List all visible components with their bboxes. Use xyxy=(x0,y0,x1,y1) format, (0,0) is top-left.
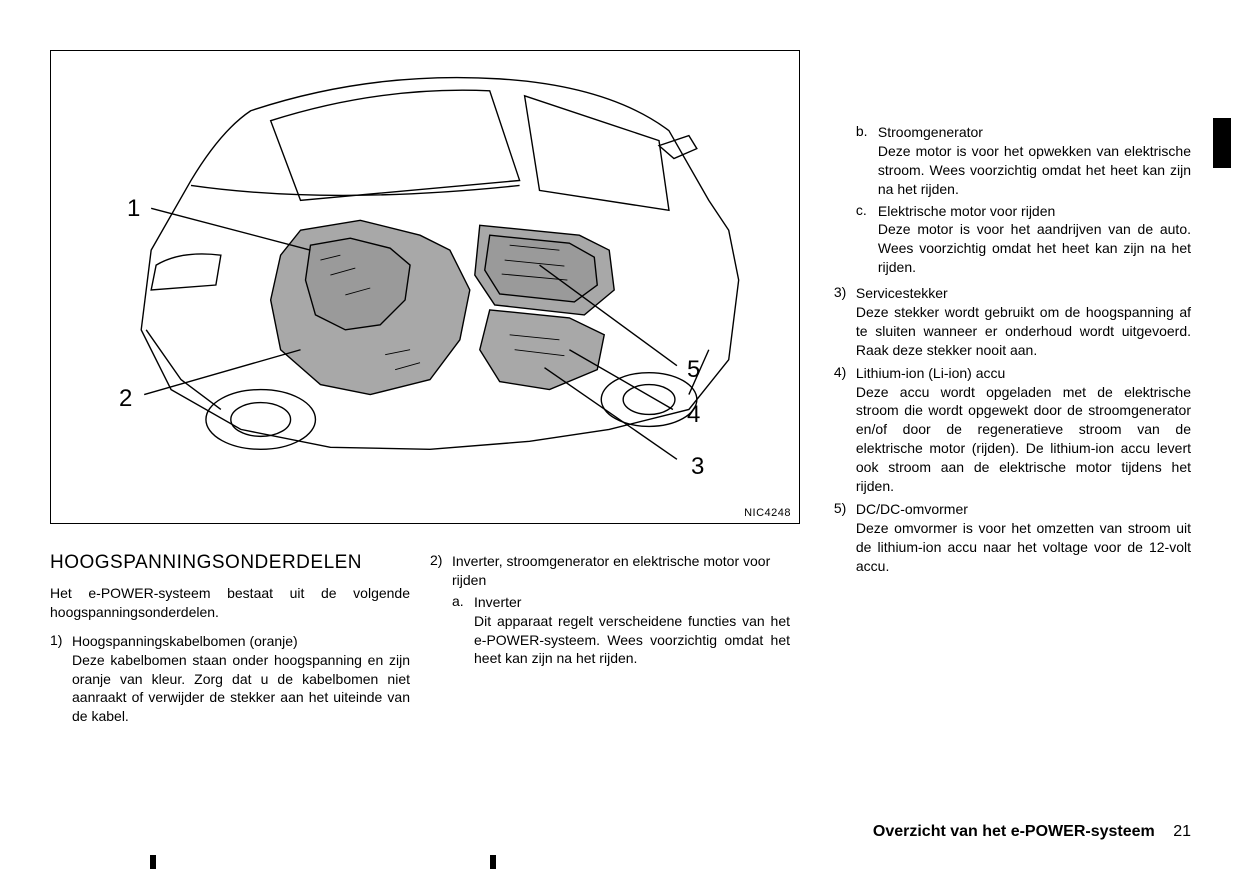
item-3-desc: Deze stekker wordt gebruikt om de hoogsp… xyxy=(856,303,1191,360)
item-1-desc: Deze kabelbomen staan onder hoogspanning… xyxy=(72,651,410,727)
item-1-num: 1) xyxy=(50,632,72,726)
callout-2: 2 xyxy=(119,385,132,413)
sub-c: c. Elektrische motor voor rijden Deze mo… xyxy=(856,202,1191,278)
callout-1: 1 xyxy=(127,195,140,223)
item-2-cont: b. Stroomgenerator Deze motor is voor he… xyxy=(856,120,1191,280)
page-content: 1 2 5 4 3 NIC4248 HOOGSPANNINGSONDERDELE… xyxy=(50,50,1191,730)
left-area: 1 2 5 4 3 NIC4248 HOOGSPANNINGSONDERDELE… xyxy=(50,50,804,730)
sub-b-title: Stroomgenerator xyxy=(878,123,1191,142)
item-2-num: 2) xyxy=(430,552,452,671)
item-4-num: 4) xyxy=(834,364,856,496)
item-1: 1) Hoogspanningskabelbomen (oranje) Deze… xyxy=(50,632,410,726)
page-number: 21 xyxy=(1173,823,1191,840)
page-tab xyxy=(1213,118,1231,168)
sub-b-desc: Deze motor is voor het opwekken van elek… xyxy=(878,142,1191,199)
sub-a: a. Inverter Dit apparaat regelt verschei… xyxy=(452,593,790,669)
car-svg xyxy=(51,51,799,523)
crop-mark xyxy=(150,855,156,869)
item-2: 2) Inverter, stroomgenerator en elektris… xyxy=(430,552,790,671)
item-5-desc: Deze omvormer is voor het omzetten van s… xyxy=(856,519,1191,576)
sub-b: b. Stroomgenerator Deze motor is voor he… xyxy=(856,123,1191,199)
section-title: HOOGSPANNINGSONDERDELEN xyxy=(50,552,410,574)
sub-a-title: Inverter xyxy=(474,593,790,612)
page-footer: Overzicht van het e-POWER-systeem 21 xyxy=(873,823,1191,841)
item-5-num: 5) xyxy=(834,500,856,576)
item-5-title: DC/DC-omvormer xyxy=(856,500,1191,519)
callout-5: 5 xyxy=(687,356,700,384)
diagram-code: NIC4248 xyxy=(744,507,791,519)
sub-b-letter: b. xyxy=(856,123,878,199)
column-c: b. Stroomgenerator Deze motor is voor he… xyxy=(834,50,1191,730)
column-b: 2) Inverter, stroomgenerator en elektris… xyxy=(430,552,790,730)
item-4-title: Lithium-ion (Li-ion) accu xyxy=(856,364,1191,383)
sub-c-title: Elektrische motor voor rijden xyxy=(878,202,1191,221)
intro-text: Het e-POWER-systeem bestaat uit de volge… xyxy=(50,584,410,622)
item-5: 5) DC/DC-omvormer Deze omvormer is voor … xyxy=(834,500,1191,576)
sub-a-letter: a. xyxy=(452,593,474,669)
footer-title: Overzicht van het e-POWER-systeem xyxy=(873,823,1155,840)
vehicle-diagram: 1 2 5 4 3 NIC4248 xyxy=(50,50,800,524)
sub-c-desc: Deze motor is voor het aandrijven van de… xyxy=(878,220,1191,277)
callout-3: 3 xyxy=(691,453,704,481)
item-1-title: Hoogspanningskabelbomen (oranje) xyxy=(72,632,410,651)
column-a: HOOGSPANNINGSONDERDELEN Het e-POWER-syst… xyxy=(50,552,410,730)
item-2-title: Inverter, stroomgenerator en elektrische… xyxy=(452,552,790,590)
item-4: 4) Lithium-ion (Li-ion) accu Deze accu w… xyxy=(834,364,1191,496)
sub-c-letter: c. xyxy=(856,202,878,278)
sub-a-desc: Dit apparaat regelt verscheidene functie… xyxy=(474,612,790,669)
item-4-desc: Deze accu wordt opgeladen met de elektri… xyxy=(856,383,1191,496)
text-columns: HOOGSPANNINGSONDERDELEN Het e-POWER-syst… xyxy=(50,552,804,730)
crop-mark xyxy=(490,855,496,869)
callout-4: 4 xyxy=(687,401,700,429)
item-3-num: 3) xyxy=(834,284,856,360)
item-3: 3) Servicestekker Deze stekker wordt geb… xyxy=(834,284,1191,360)
item-3-title: Servicestekker xyxy=(856,284,1191,303)
